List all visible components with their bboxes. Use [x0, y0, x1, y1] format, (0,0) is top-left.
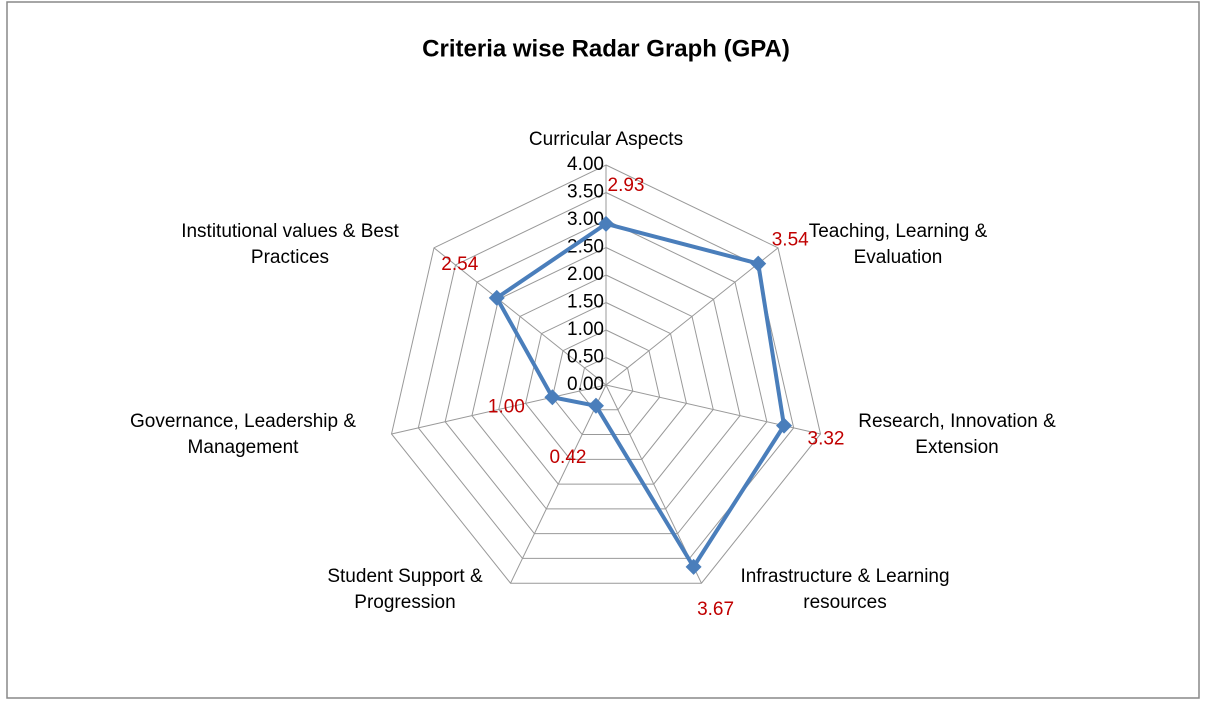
spoke — [605, 247, 779, 386]
data-label: 3.32 — [808, 429, 845, 450]
data-point — [544, 389, 561, 406]
data-label: 0.42 — [549, 447, 586, 468]
data-label: 1.00 — [488, 396, 525, 417]
r-tick-label: 3.50 — [567, 182, 604, 203]
r-tick-label: 2.00 — [567, 264, 604, 285]
data-point — [587, 397, 604, 414]
r-tick-label: 1.50 — [567, 292, 604, 313]
grid-ring — [471, 246, 741, 510]
chart-border — [6, 1, 1200, 699]
spoke — [433, 247, 607, 386]
data-point — [488, 289, 505, 306]
axis-label: Student Support & Progression — [327, 566, 483, 613]
r-tick-label: 0.00 — [567, 374, 604, 395]
chart-title: Criteria wise Radar Graph (GPA) — [422, 35, 790, 62]
axis-label: Research, Innovation & Extension — [858, 411, 1056, 458]
data-point — [750, 255, 767, 272]
axis-label: Governance, Leadership & Management — [129, 411, 357, 458]
r-tick-label: 1.00 — [567, 319, 604, 340]
r-tick-label: 0.50 — [567, 347, 604, 368]
series-line — [494, 221, 787, 569]
data-label: 2.93 — [608, 175, 645, 196]
axis-label: Teaching, Learning & Evaluation — [808, 221, 988, 268]
axis-label: Infrastructure & Learning resources — [740, 566, 950, 613]
data-label: 3.67 — [697, 599, 734, 620]
data-label: 3.54 — [772, 230, 809, 251]
grid-ring — [444, 219, 768, 535]
data-label: 2.54 — [441, 254, 478, 275]
grid-ring — [551, 329, 661, 436]
data-point — [776, 417, 793, 434]
grid-ring — [390, 164, 822, 584]
axis-label: Institutional values & Best Practices — [181, 221, 399, 268]
spoke — [510, 384, 607, 584]
data-point — [598, 215, 614, 232]
axis-label: Curricular Aspects — [528, 129, 684, 150]
r-tick-label: 4.00 — [567, 154, 604, 175]
r-tick-label: 3.00 — [567, 209, 604, 230]
data-point — [685, 558, 702, 575]
spoke — [391, 384, 607, 435]
grid-ring — [578, 356, 634, 411]
grid-ring — [525, 301, 687, 460]
